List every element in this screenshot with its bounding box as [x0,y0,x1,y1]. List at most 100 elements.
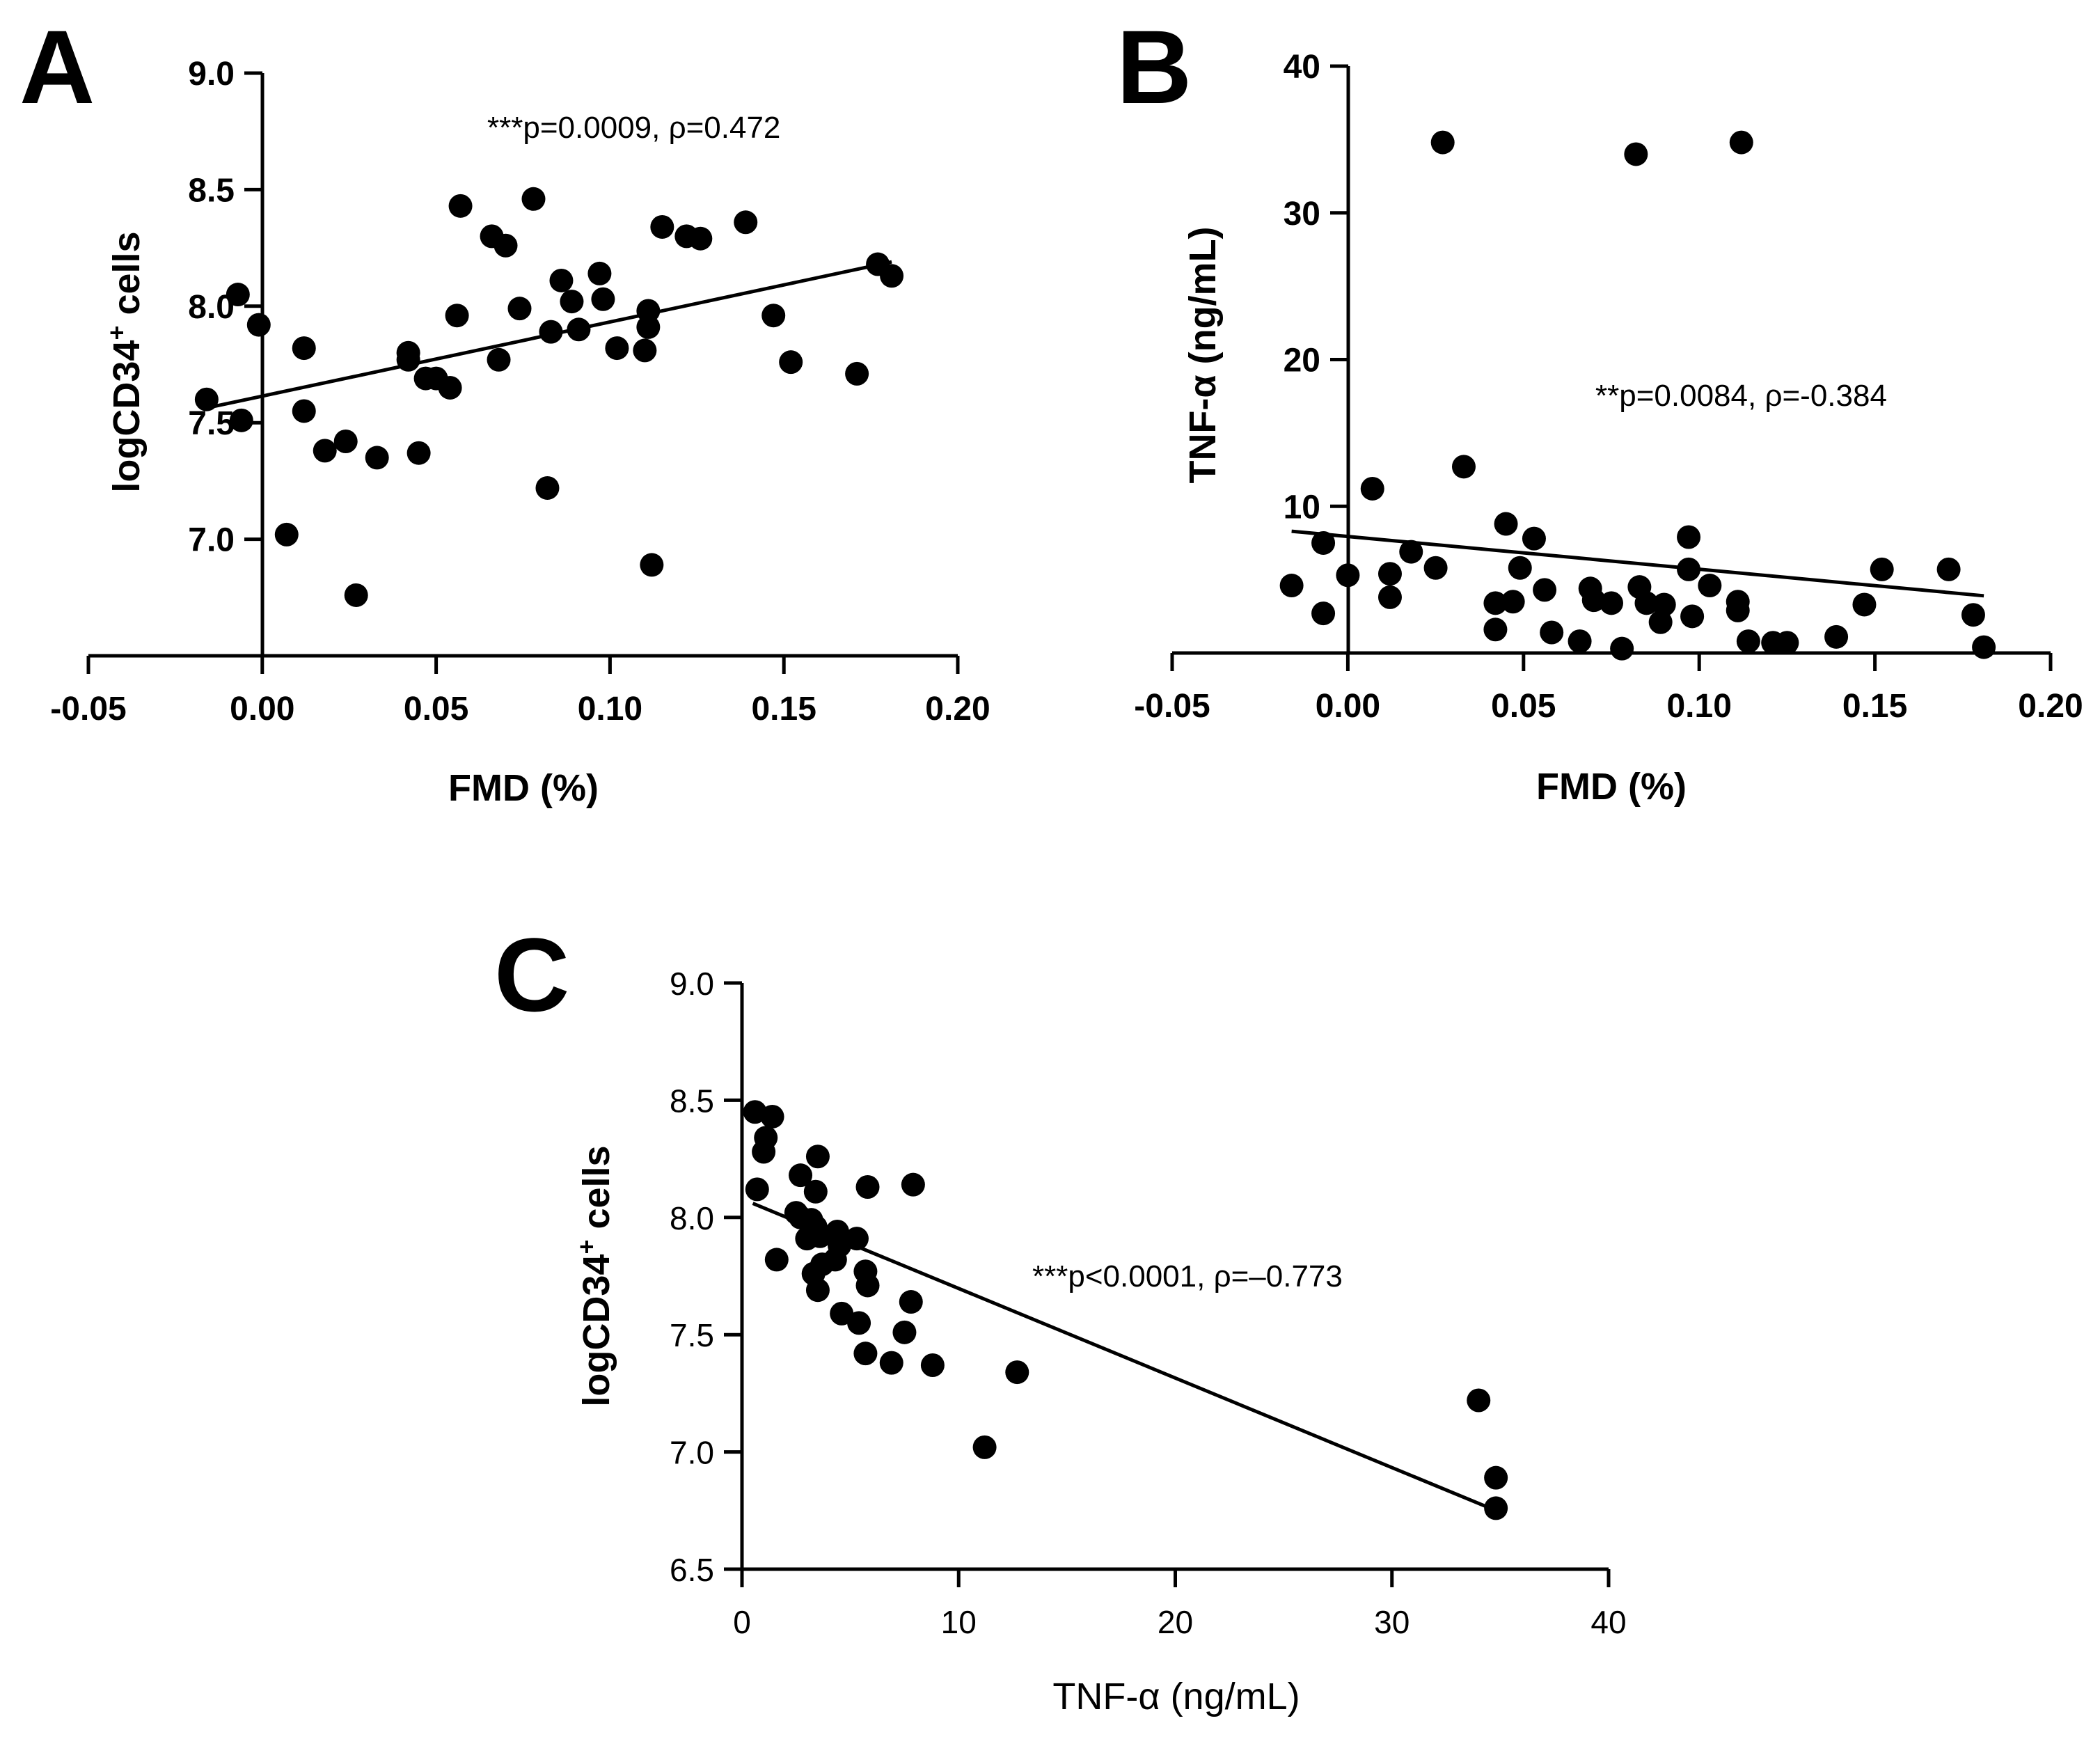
panel-a-data-point [633,338,657,363]
panel-b-y-tick-label: 10 [1284,489,1320,526]
panel-c-data-point [855,1175,880,1200]
panel-c-data-point [1484,1496,1508,1520]
panel-b-data-point [1936,557,1961,581]
panel-b-data-point [1610,636,1634,661]
panel-a-annotation: ***p=0.0009, ρ=0.472 [487,111,780,145]
panel-a-data-point [365,446,389,470]
panel-b-x-tick-label: 0.20 [2018,688,2083,725]
panel-b-data-point [1698,574,1722,598]
panel-a-data-point [761,304,786,328]
panel-b-data-point [1652,592,1676,617]
panel-b-data-point [1508,556,1532,580]
panel-a-data-point [344,583,368,607]
panel-c-data-point [803,1179,828,1204]
panel-a-data-point [292,399,316,423]
panel-a-data-point [396,347,420,372]
panel-b-data-point [1540,620,1564,645]
panel-b-annotation: **p=0.0084, ρ=-0.384 [1595,379,1887,413]
panel-a-data-point [591,287,615,311]
panel-b-data-point [1775,631,1799,655]
panel-b-data-point [1336,563,1360,588]
panel-c-y-label-sup: + [572,1240,601,1255]
panel-b-data-point [1522,526,1546,551]
panel-a-data-point [494,233,518,258]
panel-c-data-point [855,1273,880,1298]
panel-a-data-point [688,226,713,251]
panel-c-data-point [1005,1360,1029,1385]
panel-a-x-tick-label: 0.00 [230,691,294,728]
panel-c-y-label: logCD34+ cells [572,1145,618,1406]
panel-c-data-point [879,1351,903,1375]
panel-a-data-point [521,187,546,211]
panel-a-data-point [445,304,469,328]
panel-c-data-point [760,1104,784,1128]
panel-a-y-tick-label: 7.5 [188,405,235,442]
panel-c-data-point [1484,1465,1508,1490]
panel-c-data-point [844,1227,869,1251]
panel-b-data-point [1377,562,1402,586]
panel-a-data-point [274,522,299,546]
panel-b-data-point [1423,556,1448,580]
panel-b-x-tick-label: 0.05 [1491,688,1556,725]
panel-a-y-label-sup: + [102,326,131,340]
panel-a-data-point [313,439,337,463]
panel-c-x-tick-label: 20 [1158,1604,1193,1640]
panel-b-data-point [1624,142,1648,166]
panel-a-data-point [605,336,629,361]
panel-b-y-tick-label: 30 [1284,196,1320,233]
panel-c-data-point [920,1353,945,1377]
panel-c-y-tick-label: 7.0 [670,1435,714,1471]
panel-a-data-point [549,268,574,292]
panel-b-data-point [1279,574,1304,598]
panel-a-data-point [880,264,904,288]
panel-c-regression-line [752,1202,1497,1513]
panel-b-y-label: TNF-α (ng/mL) [1182,226,1224,483]
panel-c-annotation: ***p<0.0001, ρ=–0.773 [1032,1259,1343,1293]
panel-c-y-tick-label: 8.5 [670,1083,714,1119]
panel-a-letter: A [19,8,95,125]
panel-a-data-point [438,375,462,400]
panel-a-data-point [229,408,253,432]
panel-b-y-tick-label: 40 [1284,49,1320,86]
panel-b-y-tick-label: 20 [1284,343,1320,379]
panel-c-x-tick-label: 10 [941,1604,977,1640]
panel-b-data-point [1581,588,1606,613]
panel-b-data-point [1483,591,1508,615]
panel-c-data-point [972,1435,997,1459]
panel-b-data-point [1494,512,1518,536]
panel-b-data-point [1483,618,1508,642]
panel-c-chart: C 0 10 20 30 40 6.5 7.0 7.5 8.0 8.5 9.0 TNF-α (ng/mL… [494,916,1627,1717]
panel-a-data-point [406,441,431,465]
panel-c-x-tick-label: 30 [1374,1604,1410,1640]
panel-a-y-label-suffix: cells [106,231,148,325]
panel-c-y-tick-label: 6.5 [670,1552,714,1588]
panel-c-data-point [745,1177,769,1202]
panel-a-data-point [333,429,358,453]
panel-a-y-tick-label: 8.5 [188,172,235,209]
panel-a-data-point [194,387,219,411]
panel-b-data-point [1430,130,1455,155]
panel-a-chart: A-0.05 0.00 0.05 0.10 0.15 0.207.07.58.08.59.… [19,8,990,809]
panel-b-data-point [1399,540,1423,564]
panel-b-data-point [1533,578,1557,602]
panel-b-letter: B [1116,8,1192,125]
panel-a-y-tick-label: 7.0 [188,522,235,559]
panel-b-x-tick-label: 0.10 [1666,688,1731,725]
panel-c-y-tick-label: 8.0 [670,1200,714,1236]
panel-a-y-label: logCD34+ cells [102,231,148,492]
panel-b-data-point [1870,557,1894,581]
panel-c-data-point [754,1126,778,1150]
panel-c-data-point [901,1172,925,1197]
panel-b-data-point [1648,610,1673,634]
panel-a-x-tick-label: -0.05 [50,691,126,728]
panel-c-x-tick-label: 0 [733,1604,751,1640]
panel-b-x-tick-label: 0.00 [1316,688,1380,725]
panel-a-data-point [292,336,316,361]
panel-b-data-point [1961,603,1985,627]
panel-b-data-point [1972,635,1996,659]
panel-b-data-point [1824,624,1849,649]
panel-b-x-tick-label: 0.15 [1842,688,1907,725]
panel-a-x-tick-label: 0.05 [404,691,468,728]
